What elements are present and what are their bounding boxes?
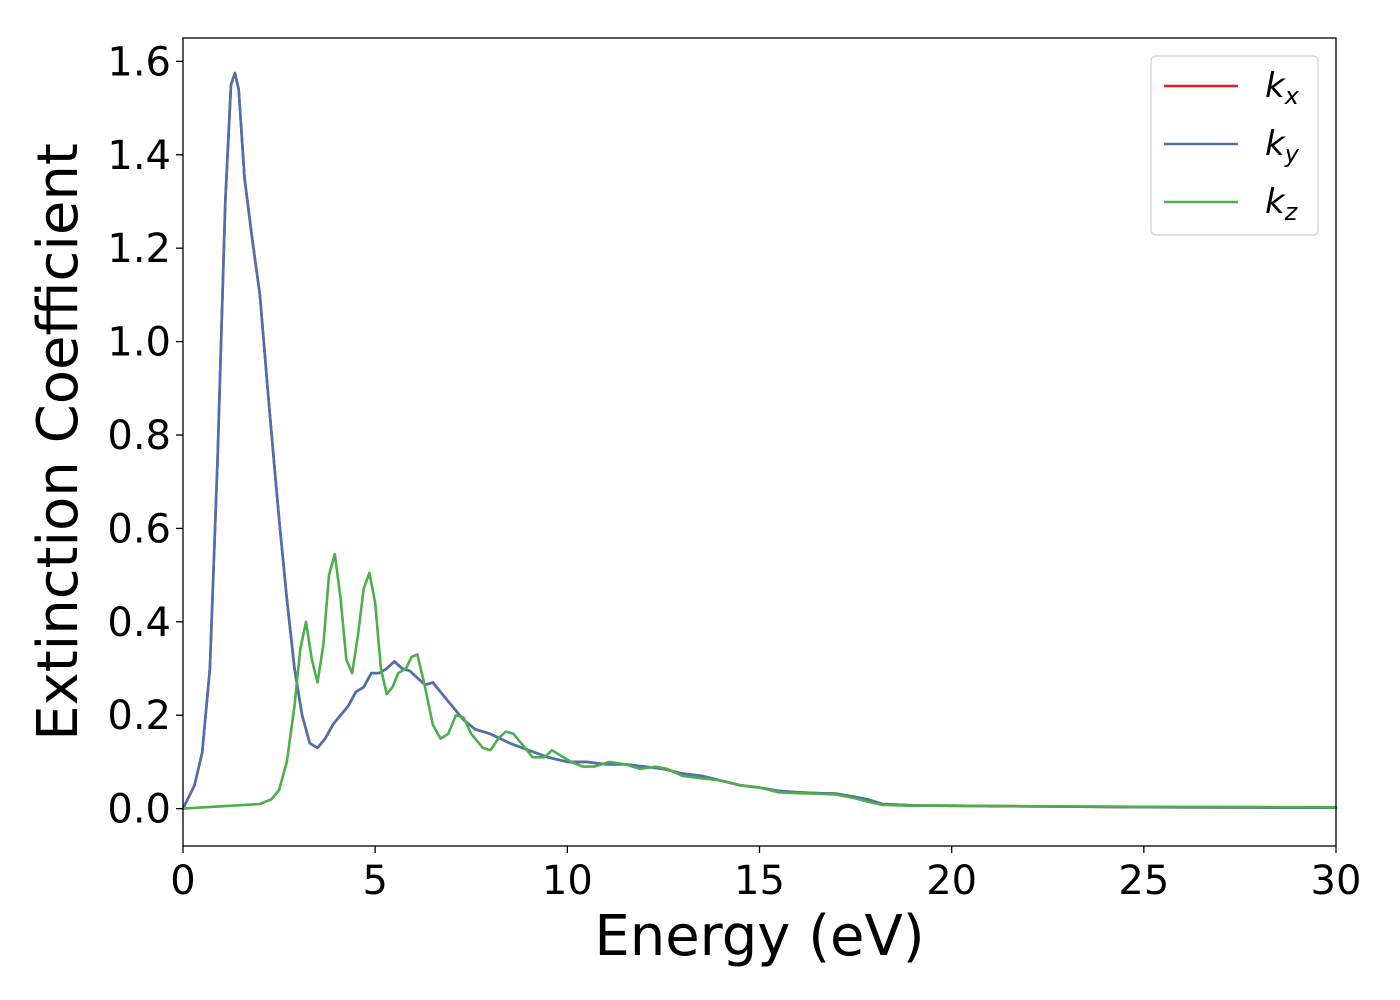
y-tick-label: 0.0 bbox=[107, 787, 171, 833]
x-tick-label: 15 bbox=[734, 858, 785, 904]
series-layer bbox=[181, 71, 1338, 810]
legend-label-kx: kx bbox=[1265, 66, 1300, 110]
legend-label-ky: ky bbox=[1265, 124, 1300, 168]
x-tick-label: 5 bbox=[362, 858, 387, 904]
y-tick-label: 1.4 bbox=[107, 133, 171, 179]
tick-layer: 0 5 10 15 20 25 30 0.0 0.2 0.4 0.6 0.8 1.0 1.2 1.4 1.6 bbox=[107, 39, 1361, 904]
y-tick-label: 0.4 bbox=[107, 600, 171, 646]
y-tick-label: 1.0 bbox=[107, 320, 171, 366]
x-tick-label: 20 bbox=[926, 858, 977, 904]
y-tick-label: 1.6 bbox=[107, 39, 171, 85]
legend-label-kz: kz bbox=[1265, 182, 1299, 226]
y-tick-label: 1.2 bbox=[107, 226, 171, 272]
x-tick-label: 0 bbox=[170, 858, 195, 904]
legend-box bbox=[1150, 55, 1319, 236]
series-line-ky bbox=[181, 71, 1338, 810]
y-tick-label: 0.8 bbox=[107, 413, 171, 459]
series-line-kz bbox=[181, 552, 1338, 810]
y-tick-label: 0.2 bbox=[107, 693, 171, 739]
x-tick-label: 10 bbox=[542, 858, 593, 904]
x-tick-label: 25 bbox=[1118, 858, 1169, 904]
legend: kx ky kz bbox=[1150, 55, 1319, 236]
y-tick-label: 0.6 bbox=[107, 506, 171, 552]
x-axis-label: Energy (eV) bbox=[594, 904, 924, 969]
x-tick-label: 30 bbox=[1311, 858, 1362, 904]
y-axis-label: Extinction Coefficient bbox=[26, 143, 91, 741]
